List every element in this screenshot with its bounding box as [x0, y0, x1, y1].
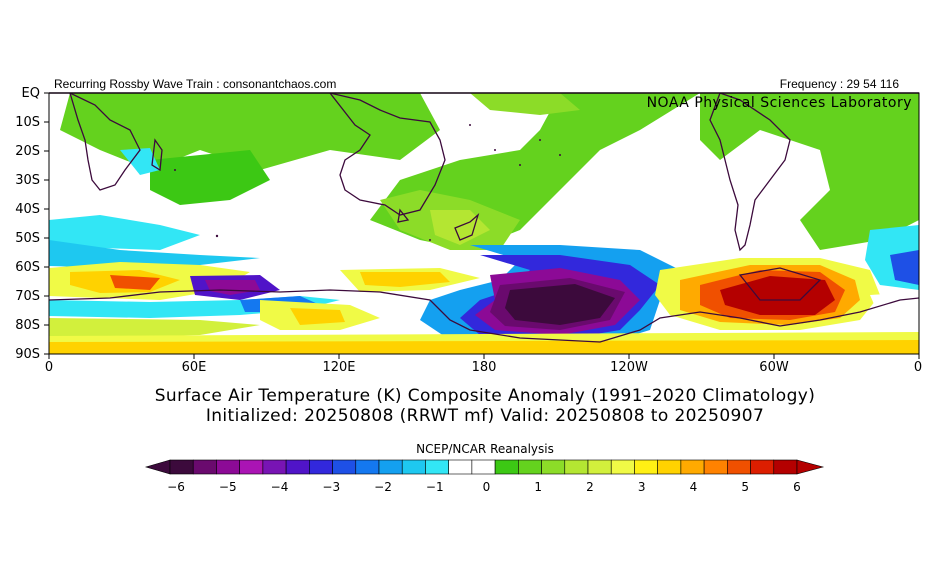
colorbar-swatch — [169, 459, 194, 475]
lat-label: 90S — [15, 347, 40, 362]
colorbar-swatch — [285, 459, 310, 475]
colorbar-swatch — [680, 459, 705, 475]
colorbar-tick-label: 0 — [482, 480, 491, 494]
lat-label: 30S — [15, 173, 40, 188]
colorbar-tick-label: −1 — [425, 480, 444, 494]
colorbar-tick-label: 2 — [586, 480, 594, 494]
lon-label: 120E — [322, 360, 356, 375]
coastlines — [49, 93, 919, 343]
colorbar-swatch — [425, 459, 449, 475]
header-right-text: Frequency : 29 54 116 — [779, 77, 899, 91]
colorbar-swatch — [703, 459, 728, 475]
map-subtitle: Initialized: 20250808 (RRWT mf) Valid: 2… — [205, 406, 765, 426]
colorbar-tick-label: 5 — [741, 480, 750, 494]
colorbar-tick-label: −5 — [218, 480, 237, 494]
colorbar-swatch — [564, 459, 589, 475]
colorbar-swatch — [750, 459, 775, 475]
colorbar-tick-label: −6 — [167, 480, 185, 494]
lon-label: 60W — [759, 360, 789, 375]
lat-label: 20S — [15, 144, 40, 159]
lat-label: 10S — [15, 115, 40, 130]
lat-label: 60S — [15, 260, 40, 275]
colorbar-swatch — [401, 459, 426, 475]
colorbar-swatch — [471, 459, 496, 475]
colorbar-tick-label: −2 — [374, 480, 392, 494]
colorbar-swatch — [587, 459, 612, 475]
colorbar-swatch — [262, 459, 287, 475]
colorbar-swatch — [494, 459, 519, 475]
colorbar-swatch — [355, 459, 380, 475]
colorbar-swatch — [216, 459, 240, 475]
colorbar-swatch — [309, 459, 333, 475]
lon-label: 120W — [610, 360, 648, 375]
colorbar-tick-label: −4 — [270, 480, 289, 494]
colorbar — [144, 459, 825, 475]
colorbar-swatch — [518, 459, 542, 475]
colorbar-swatch — [239, 459, 264, 475]
anomaly-field — [49, 93, 919, 354]
colorbar-swatch — [657, 459, 682, 475]
colorbar-tick-label: 4 — [689, 480, 698, 494]
colorbar-swatch — [378, 459, 403, 475]
credit-text: NOAA Physical Sciences Laboratory — [646, 95, 912, 111]
lat-label: 40S — [15, 202, 40, 217]
map-title: Surface Air Temperature (K) Composite An… — [154, 386, 816, 406]
colorbar-swatch — [541, 459, 566, 475]
colorbar-swatch — [610, 459, 635, 475]
colorbar-title: NCEP/NCAR Reanalysis — [416, 442, 554, 456]
lon-label: 0 — [44, 360, 54, 375]
colorbar-max-arrow — [796, 459, 825, 475]
colorbar-swatch — [448, 459, 473, 475]
colorbar-tick-label: 3 — [637, 480, 646, 494]
colorbar-swatch — [727, 459, 751, 475]
header-left-text: Recurring Rossby Wave Train : consonantc… — [54, 77, 337, 91]
colorbar-tick-label: −3 — [322, 480, 341, 494]
lon-label: 180 — [471, 360, 497, 375]
colorbar-swatch — [332, 459, 357, 475]
colorbar-tick-label: 6 — [793, 480, 801, 494]
colorbar-min-arrow — [144, 459, 171, 475]
colorbar-swatch — [192, 459, 217, 475]
colorbar-swatch — [773, 459, 798, 475]
colorbar-swatch — [634, 459, 658, 475]
lon-label: 60E — [181, 360, 207, 375]
lon-label: 0 — [913, 360, 923, 375]
lat-label: 80S — [15, 318, 40, 333]
colorbar-tick-label: 1 — [534, 480, 543, 494]
lat-label: 70S — [15, 289, 40, 304]
lat-label: 50S — [15, 231, 40, 246]
lat-label: EQ — [21, 86, 40, 101]
